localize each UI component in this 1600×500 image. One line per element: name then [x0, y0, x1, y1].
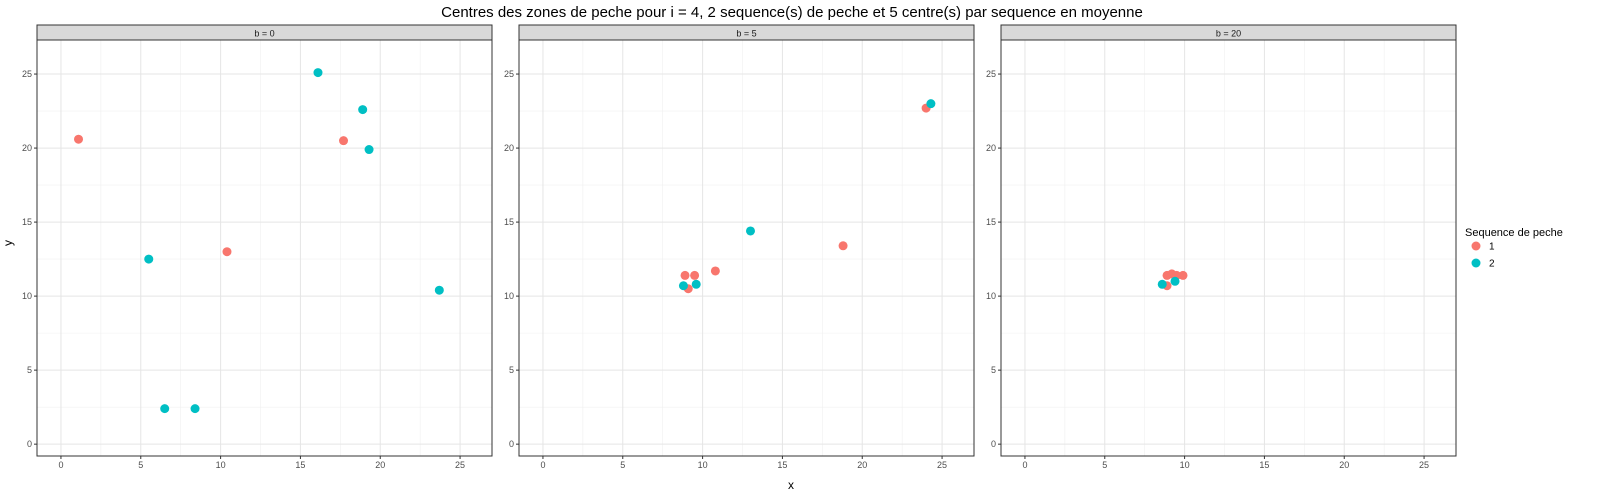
x-tick-label: 25 [455, 460, 465, 470]
x-tick-label: 10 [216, 460, 226, 470]
y-tick-label: 25 [504, 69, 514, 79]
x-tick-label: 15 [295, 460, 305, 470]
x-tick-label: 5 [620, 460, 625, 470]
data-point-series-1 [339, 136, 349, 146]
y-tick-label: 5 [991, 365, 996, 375]
legend-label: 2 [1489, 259, 1495, 270]
x-axis-label: x [788, 478, 794, 492]
x-tick-label: 5 [1102, 460, 1107, 470]
x-tick-label: 15 [777, 460, 787, 470]
legend-label: 1 [1489, 242, 1495, 253]
x-tick-label: 5 [138, 460, 143, 470]
panel-border [518, 39, 975, 457]
data-point-series-2 [745, 226, 755, 236]
x-tick-label: 20 [857, 460, 867, 470]
data-point-series-1 [838, 241, 848, 251]
panel-background [1001, 40, 1456, 456]
data-point-series-2 [313, 68, 323, 78]
data-point-series-2 [1170, 276, 1180, 286]
y-tick-label: 25 [986, 69, 996, 79]
y-tick-label: 10 [504, 291, 514, 301]
y-tick-label: 20 [986, 143, 996, 153]
data-point-series-2 [364, 145, 374, 155]
facet-strip-label: b = 5 [736, 29, 756, 39]
legend-title: Sequence de peche [1465, 227, 1563, 239]
y-tick-label: 20 [22, 143, 32, 153]
data-point-series-2 [190, 404, 200, 414]
y-tick-label: 15 [504, 217, 514, 227]
x-tick-label: 0 [1022, 460, 1027, 470]
x-tick-label: 15 [1259, 460, 1269, 470]
facet-panel: b = 20 0 5 10 15 20 25 0 5 10 15 20 25 [986, 24, 1457, 470]
y-tick-label: 10 [986, 291, 996, 301]
x-tick-label: 25 [1419, 460, 1429, 470]
facet-strip-label: b = 20 [1216, 29, 1241, 39]
legend-key-1 [1471, 241, 1481, 251]
y-tick-label: 5 [27, 365, 32, 375]
data-point-series-2 [434, 285, 444, 295]
data-point-series-1 [1178, 270, 1188, 280]
y-tick-label: 0 [27, 439, 32, 449]
panel-background [37, 40, 492, 456]
x-tick-label: 10 [698, 460, 708, 470]
data-point-series-1 [710, 266, 720, 276]
y-axis-label: y [1, 240, 15, 246]
x-tick-label: 25 [937, 460, 947, 470]
data-point-series-2 [358, 105, 368, 115]
facet-strip-label: b = 0 [254, 29, 274, 39]
y-tick-label: 25 [22, 69, 32, 79]
x-tick-label: 0 [58, 460, 63, 470]
data-point-series-1 [690, 270, 700, 280]
data-point-series-2 [160, 404, 170, 414]
data-point-series-2 [144, 254, 154, 264]
y-tick-label: 5 [509, 365, 514, 375]
facet-panel: b = 0 0 5 10 15 20 25 0 5 10 15 20 25 [22, 24, 493, 470]
y-tick-label: 20 [504, 143, 514, 153]
panel-border [36, 39, 493, 457]
data-point-series-2 [1157, 279, 1167, 289]
panel-border [1000, 39, 1457, 457]
x-tick-label: 10 [1180, 460, 1190, 470]
data-point-series-2 [678, 281, 688, 291]
facet-panels: b = 0 0 5 10 15 20 25 0 5 10 15 20 25 b = 5 0 5 10 15 20 25… [22, 24, 1457, 470]
chart-title: Centres des zones de peche pour i = 4, 2… [441, 4, 1143, 21]
data-point-series-1 [74, 134, 84, 144]
y-tick-label: 15 [22, 217, 32, 227]
x-tick-label: 20 [1339, 460, 1349, 470]
facet-panel: b = 5 0 5 10 15 20 25 0 5 10 15 20 25 [504, 24, 975, 470]
legend: Sequence de peche 1 2 [1465, 227, 1563, 270]
y-tick-label: 10 [22, 291, 32, 301]
x-tick-label: 0 [540, 460, 545, 470]
data-point-series-2 [926, 99, 936, 109]
data-point-series-1 [222, 247, 232, 257]
x-tick-label: 20 [375, 460, 385, 470]
panel-background [519, 40, 974, 456]
y-tick-label: 0 [991, 439, 996, 449]
data-point-series-1 [680, 270, 690, 280]
y-tick-label: 15 [986, 217, 996, 227]
legend-key-2 [1471, 258, 1481, 268]
y-tick-label: 0 [509, 439, 514, 449]
data-point-series-2 [691, 279, 701, 289]
